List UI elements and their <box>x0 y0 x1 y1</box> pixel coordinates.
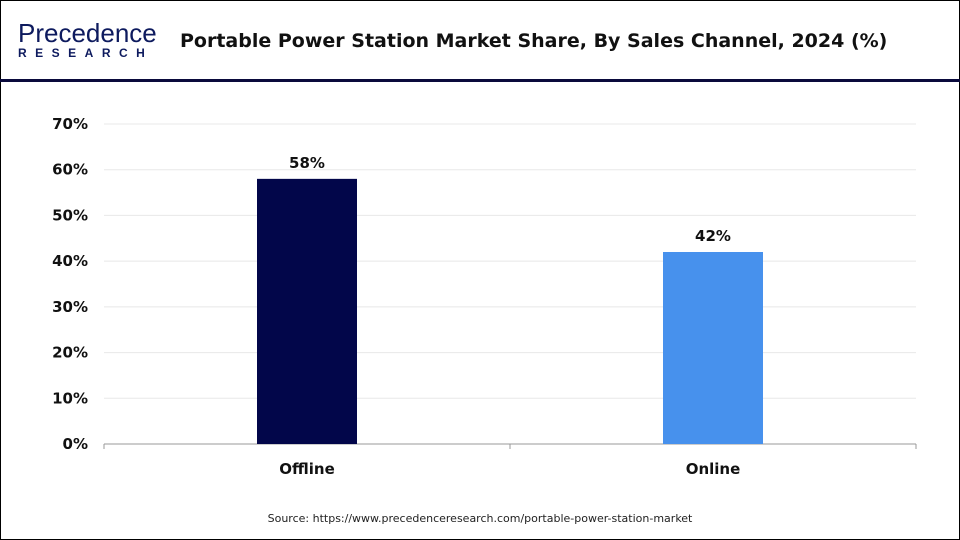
y-tick-label: 10% <box>52 389 88 407</box>
y-tick-label: 20% <box>52 344 88 362</box>
bar-online <box>663 252 763 444</box>
chart-title: Portable Power Station Market Share, By … <box>180 30 888 52</box>
bar-offline <box>257 178 357 444</box>
y-tick-label: 50% <box>52 206 88 224</box>
data-label: 42% <box>695 227 731 245</box>
logo-bottom: RESEARCH <box>18 46 154 60</box>
x-tick-label: Offline <box>279 460 335 478</box>
source-text: Source: https://www.precedenceresearch.c… <box>267 512 693 525</box>
y-tick-label: 40% <box>52 252 88 270</box>
header: Precedence RESEARCH Portable Power Stati… <box>0 0 960 80</box>
x-tick-label: Online <box>686 460 741 478</box>
divider <box>0 79 960 82</box>
y-tick-label: 60% <box>52 161 88 179</box>
y-tick-label: 30% <box>52 298 88 316</box>
data-label: 58% <box>289 154 325 172</box>
y-tick-label: 0% <box>63 435 88 453</box>
logo: Precedence RESEARCH <box>18 20 157 60</box>
y-tick-label: 70% <box>52 115 88 133</box>
logo-top: Precedence <box>18 18 157 48</box>
